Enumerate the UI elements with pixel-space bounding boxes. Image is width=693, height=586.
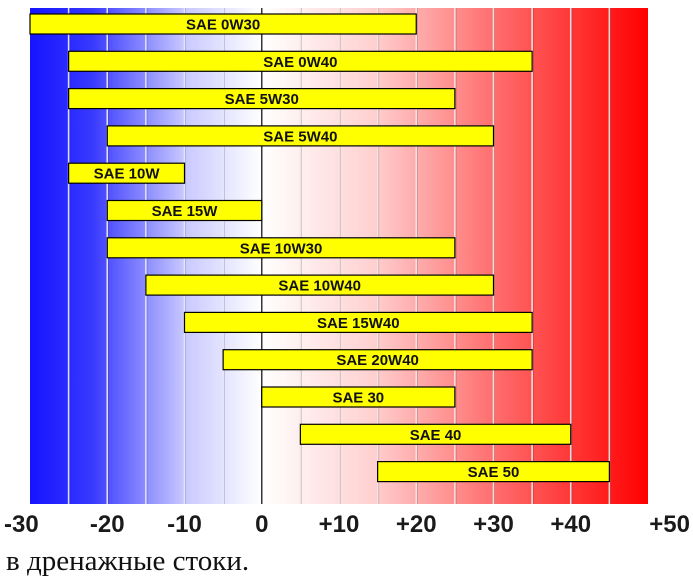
range-bar-group: SAE 40 [299,423,572,445]
bar-label: SAE 5W30 [225,91,299,108]
range-bar [106,199,263,222]
x-tick-label: +40 [550,511,591,538]
range-bar [145,274,495,296]
range-bar-group: SAE 5W40 [106,125,495,147]
bar-label: SAE 30 [332,390,384,407]
page-caption: в дренажные стоки. [6,545,250,577]
range-bar [68,162,186,184]
x-tick-label: +30 [473,511,514,538]
x-tick-label: -10 [167,511,202,538]
range-bar-group: SAE 50 [377,461,610,483]
bar-label: SAE 0W40 [263,54,337,71]
range-bar-group: SAE 30 [261,386,456,408]
bar-label: SAE 15W40 [317,315,400,332]
bar-label: SAE 20W40 [336,352,419,369]
range-bar [68,87,456,110]
bar-label: SAE 10W30 [240,240,323,257]
range-bar [106,237,456,259]
range-bar-group: SAE 15W [106,199,263,222]
range-bar [183,311,533,333]
range-bar-group: SAE 15W40 [183,311,533,333]
bar-label: SAE 15W [152,203,219,220]
range-bar-group: SAE 10W40 [145,274,495,296]
range-bar-group: SAE 0W30 [29,13,417,35]
x-tick-label: 0 [255,511,268,538]
range-bar [261,386,456,408]
range-bar [377,461,610,483]
range-bar [29,13,417,35]
range-bar [299,423,572,445]
range-bar [68,50,533,72]
range-bar [222,349,533,371]
range-bar-group: SAE 5W30 [68,87,456,110]
chart-svg: SAE 0W30 SAE 0W40 SAE 5W30 SAE 5W40 SAE 10W S… [4,8,690,538]
bar-label: SAE 40 [410,427,462,444]
range-bar-group: SAE 20W40 [222,349,533,371]
x-tick-label: +50 [649,511,690,538]
range-bar-group: SAE 0W40 [68,50,533,72]
bar-label: SAE 10W40 [278,278,361,295]
x-tick-label: +20 [396,511,437,538]
bar-label: SAE 10W [94,166,161,183]
range-bar [106,125,495,147]
bar-label: SAE 5W40 [263,128,337,145]
x-tick-label: -30 [4,511,39,538]
range-bar-group: SAE 10W [68,162,186,184]
x-tick-label: +10 [319,511,360,538]
range-bar-group: SAE 10W30 [106,237,456,259]
bar-label: SAE 0W30 [186,17,260,34]
x-tick-label: -20 [90,511,125,538]
bar-label: SAE 50 [468,464,520,481]
